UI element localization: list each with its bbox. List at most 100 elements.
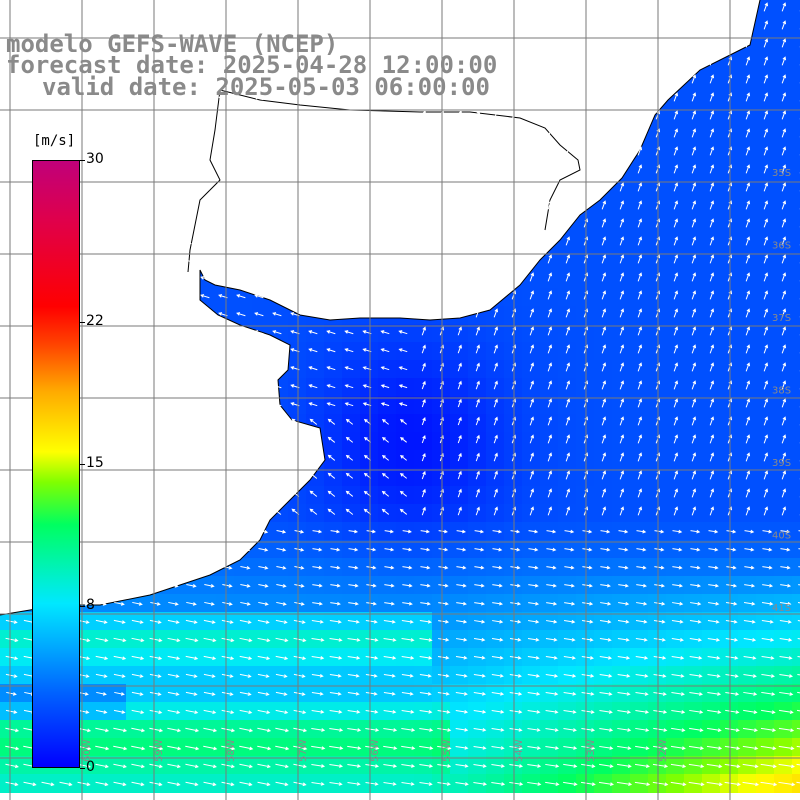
wind-arrow — [293, 655, 307, 661]
wind-arrow — [547, 254, 553, 264]
wind-arrow — [236, 168, 246, 173]
wind-arrow — [309, 436, 318, 443]
wind-cell — [774, 234, 793, 253]
wind-arrow — [547, 236, 553, 246]
wind-arrow — [272, 294, 282, 299]
wind-arrow — [743, 601, 756, 606]
wind-cell — [792, 738, 800, 757]
wind-arrow — [95, 673, 108, 678]
wind-arrow — [493, 470, 498, 480]
wind-arrow — [257, 709, 271, 715]
wind-arrow — [128, 366, 138, 371]
wind-arrow — [726, 565, 737, 570]
wind-arrow — [691, 398, 697, 408]
wind-cell — [684, 270, 703, 289]
wind-cell — [450, 396, 469, 415]
lon-label: 52W — [658, 739, 669, 762]
wind-arrow — [637, 416, 643, 426]
wind-cell — [792, 54, 800, 73]
wind-arrow — [164, 42, 174, 47]
wind-arrow — [6, 547, 17, 552]
wind-arrow — [254, 114, 264, 119]
wind-arrow — [254, 276, 264, 281]
wind-arrow — [275, 781, 289, 787]
wind-arrow — [203, 655, 217, 661]
wind-cell — [774, 180, 793, 199]
wind-arrow — [311, 781, 325, 786]
wind-cell — [468, 378, 487, 397]
wind-arrow — [457, 398, 462, 408]
wind-arrow — [95, 781, 109, 787]
wind-arrow — [272, 168, 282, 173]
wind-cell — [630, 342, 649, 361]
wind-arrow — [23, 781, 37, 787]
wind-arrow — [200, 114, 210, 119]
wind-arrow — [110, 132, 120, 137]
wind-arrow — [493, 308, 499, 318]
wind-arrow — [796, 781, 800, 784]
wind-arrow — [709, 344, 715, 354]
wind-arrow — [254, 42, 264, 47]
lon-label: 57W — [298, 739, 309, 762]
wind-cell — [702, 180, 721, 199]
wind-arrow — [438, 637, 450, 642]
wind-arrow — [113, 727, 128, 733]
wind-cell — [522, 378, 541, 397]
wind-arrow — [690, 583, 701, 588]
wind-arrow — [308, 348, 318, 353]
wind-arrow — [309, 490, 318, 497]
wind-arrow — [308, 402, 318, 407]
wind-arrow — [200, 42, 210, 47]
wind-arrow — [312, 601, 323, 606]
wind-arrow — [398, 402, 408, 407]
wind-arrow — [114, 565, 125, 570]
wind-arrow — [598, 781, 614, 787]
wind-cell — [738, 324, 757, 343]
wind-cell — [630, 396, 649, 415]
wind-arrow — [581, 691, 595, 696]
wind-arrow — [637, 488, 643, 498]
wind-arrow — [743, 673, 757, 678]
wind-arrow — [691, 416, 697, 426]
wind-cell — [702, 342, 721, 361]
lat-label: 41S — [772, 603, 791, 614]
wind-arrow — [493, 362, 498, 372]
wind-arrow — [5, 655, 19, 661]
wind-arrow — [637, 398, 643, 408]
wind-arrow — [21, 508, 30, 515]
wind-arrow — [745, 470, 751, 480]
wind-arrow — [473, 781, 488, 786]
wind-arrow — [528, 565, 539, 570]
wind-arrow — [348, 583, 359, 588]
wind-arrow — [493, 200, 499, 210]
wind-arrow — [708, 547, 719, 552]
wind-arrow — [599, 655, 613, 660]
wind-cell — [630, 414, 649, 433]
wind-arrow — [601, 488, 607, 498]
wind-cell — [702, 324, 721, 343]
wind-arrow — [745, 290, 751, 300]
wind-arrow — [707, 691, 722, 696]
wind-cell — [774, 72, 793, 91]
wind-arrow — [725, 655, 739, 660]
wind-arrow — [565, 110, 571, 120]
wind-arrow — [326, 222, 336, 227]
wind-arrow — [475, 56, 481, 66]
wind-arrow — [438, 601, 449, 606]
wind-arrow — [182, 204, 192, 209]
wind-cell — [756, 396, 775, 415]
wind-arrow — [38, 42, 48, 47]
wind-arrow — [528, 529, 539, 534]
wind-arrow — [5, 763, 19, 769]
wind-arrow — [56, 60, 66, 65]
wind-arrow — [473, 710, 487, 714]
wind-cell — [738, 108, 757, 127]
wind-arrow — [383, 637, 397, 642]
wind-arrow — [329, 763, 344, 768]
wind-arrow — [545, 781, 560, 786]
wind-arrow — [402, 601, 413, 606]
wind-arrow — [380, 42, 390, 47]
wind-arrow — [547, 110, 553, 120]
wind-cell — [684, 486, 703, 505]
wind-arrow — [563, 727, 577, 732]
